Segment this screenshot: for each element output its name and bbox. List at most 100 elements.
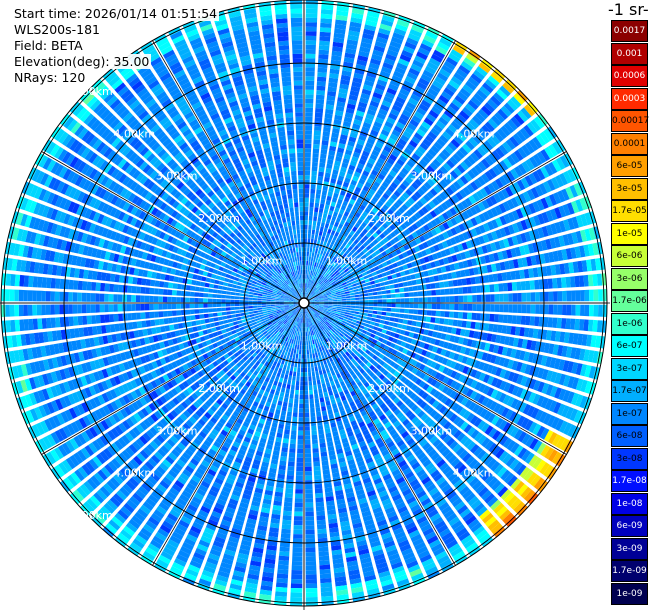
data-cell [328,331,333,336]
data-cell [383,57,396,66]
data-cell [335,217,341,223]
data-cell [447,472,458,482]
data-cell [412,395,421,403]
data-cell [326,268,331,274]
data-cell [232,523,243,531]
data-cell [425,566,438,576]
data-cell [374,322,380,327]
data-cell [329,265,334,270]
data-cell [391,303,396,308]
data-cell [507,371,515,382]
data-cell [548,161,558,174]
data-cell [323,359,327,365]
data-cell [207,420,215,428]
data-cell [413,132,424,141]
data-cell [416,51,428,61]
data-cell [320,22,332,28]
data-cell [526,122,538,134]
data-cell [332,128,340,134]
data-cell [461,278,467,286]
data-cell [341,235,347,241]
data-cell [453,245,460,253]
data-cell [156,465,166,475]
data-cell [305,17,318,23]
data-cell [529,438,539,450]
data-cell [382,473,392,481]
data-cell [314,202,320,208]
data-cell [501,188,510,199]
data-cell [182,422,191,431]
data-cell [441,91,452,101]
data-cell [305,498,314,503]
data-cell [225,544,237,553]
data-cell [336,589,349,596]
data-cell [504,260,510,270]
data-cell [337,318,343,322]
data-cell [238,548,250,556]
data-cell [453,353,460,361]
data-cell [410,169,419,178]
data-cell [319,287,324,292]
data-cell [374,87,384,95]
data-cell [340,279,346,284]
data-cell [251,500,261,507]
data-cell [505,186,514,197]
data-cell [311,348,315,354]
data-cell [333,165,340,171]
data-cell [362,477,372,485]
data-cell [310,311,315,315]
data-cell [357,273,363,279]
data-cell [424,394,433,403]
data-cell [418,303,423,309]
data-cell [366,583,379,591]
data-cell [376,259,382,265]
data-cell [467,76,480,88]
data-cell [314,313,319,317]
data-cell [372,291,378,296]
data-cell [304,265,306,270]
data-cell [296,466,303,472]
data-cell [290,439,296,445]
data-cell [410,404,419,412]
data-cell [314,319,318,324]
data-cell [400,231,407,238]
data-cell [287,332,291,338]
data-cell [207,408,215,416]
data-cell [476,285,481,293]
data-cell [305,89,314,95]
data-cell [271,344,276,350]
data-cell [217,570,230,579]
data-cell [319,336,323,342]
data-cell [462,286,468,294]
data-cell [336,10,349,17]
data-cell [523,489,536,502]
data-cell [540,149,551,162]
data-cell [369,364,376,371]
data-cell [237,552,249,560]
data-cell [425,262,432,270]
data-cell [326,291,331,295]
data-cell [288,357,293,362]
data-cell [354,333,360,338]
data-cell [414,273,421,279]
data-cell [327,283,332,288]
data-cell [481,422,490,433]
data-cell [357,284,363,289]
data-cell [320,288,325,293]
data-cell [386,294,392,299]
data-cell [198,463,208,472]
data-cell [321,4,334,11]
data-cell [350,295,355,298]
data-cell [161,498,172,508]
data-cell [362,33,374,40]
data-cell [554,331,561,342]
data-cell [395,501,406,510]
data-cell [523,244,530,255]
data-cell [367,346,374,352]
data-cell [315,193,321,199]
data-cell [256,529,267,536]
data-cell [310,316,313,321]
data-cell [312,308,317,312]
data-cell [412,203,421,211]
data-cell [407,564,421,573]
